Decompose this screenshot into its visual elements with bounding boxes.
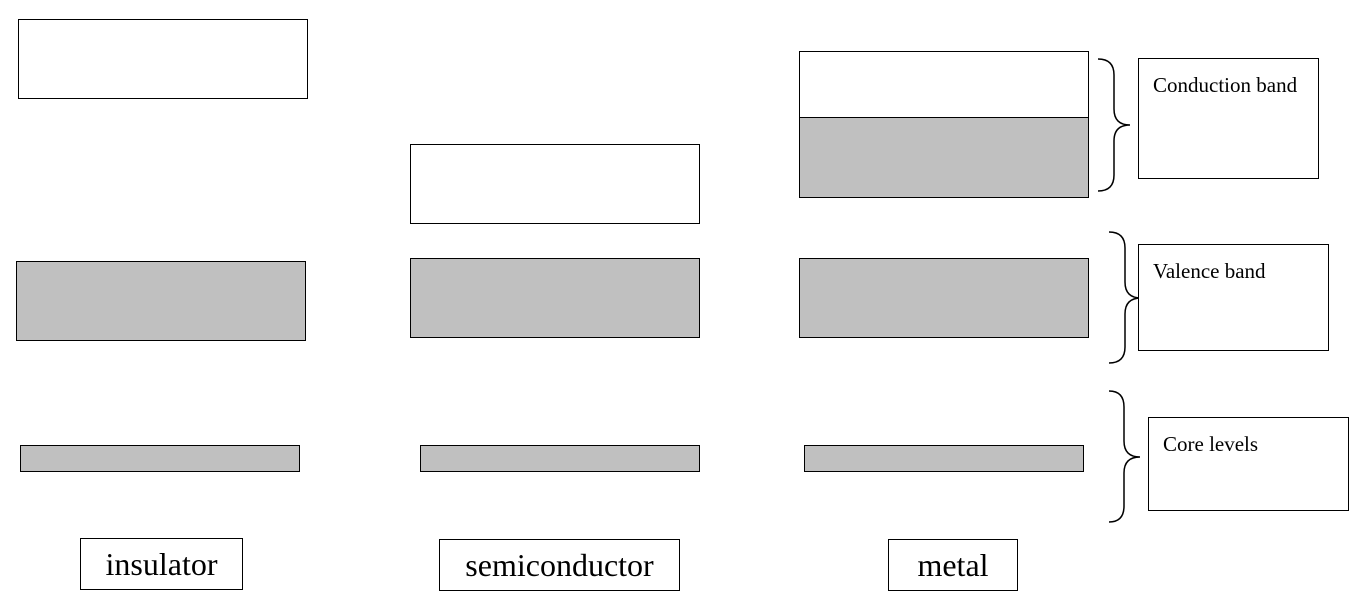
semiconductor-label-text: semiconductor: [465, 547, 654, 583]
core-levels-brace: [1108, 390, 1141, 523]
metal-valence-band: [799, 258, 1089, 338]
insulator-conduction-band: [18, 19, 308, 99]
insulator-core-level: [20, 445, 300, 472]
valence-band-text: Valence band: [1153, 259, 1266, 283]
metal-conduction-band-empty-part: [799, 51, 1089, 119]
insulator-label-text: insulator: [105, 546, 218, 582]
valence-band-label: Valence band: [1138, 244, 1329, 351]
semiconductor-conduction-band: [410, 144, 700, 224]
metal-label-text: metal: [917, 547, 989, 583]
valence-band-brace: [1108, 231, 1142, 364]
metal-core-level: [804, 445, 1084, 472]
metal-conduction-band-filled-part: [799, 117, 1089, 198]
conduction-band-text: Conduction band: [1153, 73, 1298, 97]
core-levels-label: Core levels: [1148, 417, 1349, 511]
insulator-label: insulator: [80, 538, 243, 590]
core-levels-text: Core levels: [1163, 432, 1259, 456]
metal-label: metal: [888, 539, 1018, 591]
semiconductor-label: semiconductor: [439, 539, 680, 591]
insulator-valence-band: [16, 261, 306, 341]
conduction-band-brace: [1097, 58, 1131, 192]
conduction-band-label: Conduction band: [1138, 58, 1319, 179]
semiconductor-core-level: [420, 445, 700, 472]
semiconductor-valence-band: [410, 258, 700, 338]
